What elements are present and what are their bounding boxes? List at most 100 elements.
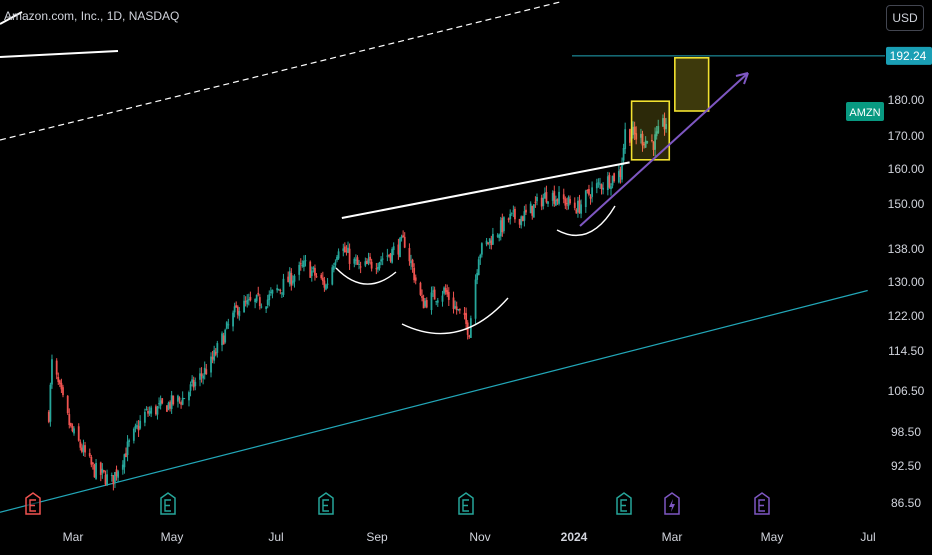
- candle: [92, 461, 94, 470]
- ticker-badge[interactable]: [846, 102, 884, 121]
- candle: [128, 438, 131, 447]
- earnings-marker-icon[interactable]: [160, 492, 176, 515]
- corner-trend-line[interactable]: [0, 11, 23, 25]
- candle: [203, 361, 206, 380]
- candle: [123, 453, 126, 474]
- candle: [136, 420, 138, 430]
- candle: [158, 397, 160, 409]
- candle: [103, 469, 105, 474]
- target-price-badge[interactable]: [886, 46, 932, 65]
- annotations: [335, 56, 749, 335]
- time-axis[interactable]: Mar May Jul Sep Nov 2024 Mar May Jul: [63, 530, 876, 544]
- price-axis[interactable]: 86.50 92.50 98.50 106.50 114.50 122.00 130.00 1…: [846, 0, 932, 550]
- candle: [424, 297, 427, 308]
- candle: [225, 321, 228, 330]
- candle: [69, 422, 72, 428]
- candle: [518, 218, 521, 229]
- candle: [148, 406, 151, 416]
- candle: [599, 177, 601, 189]
- candle: [454, 300, 456, 310]
- candle: [447, 287, 450, 306]
- projection-arrow[interactable]: [579, 72, 749, 227]
- target-price-label: 192.24: [890, 49, 927, 63]
- candle: [88, 448, 91, 458]
- candle: [432, 286, 434, 297]
- candle: [542, 193, 545, 210]
- candle: [258, 294, 261, 310]
- candle: [298, 261, 301, 281]
- channel-lower-line[interactable]: [0, 289, 868, 513]
- candle: [60, 378, 63, 394]
- candle: [304, 254, 307, 267]
- candle: [238, 307, 241, 321]
- earnings-marker-icon[interactable]: [458, 492, 474, 515]
- earnings-marker-icon[interactable]: [754, 492, 770, 515]
- candle: [200, 367, 203, 383]
- candle: [292, 275, 294, 286]
- candle: [452, 291, 455, 314]
- candle: [183, 398, 186, 400]
- candle: [172, 395, 175, 406]
- candle: [269, 287, 272, 296]
- candle: [547, 201, 549, 207]
- candle: [243, 295, 245, 313]
- candle: [150, 405, 153, 418]
- candle: [610, 183, 612, 196]
- candle: [651, 134, 653, 143]
- candle: [388, 254, 390, 258]
- candle: [525, 204, 527, 216]
- candle: [213, 345, 216, 364]
- earnings-marker-icon[interactable]: [318, 492, 334, 515]
- candle: [192, 376, 195, 391]
- candle: [260, 303, 263, 309]
- earnings-marker-icon[interactable]: [25, 492, 41, 515]
- left-shoulder-arc[interactable]: [335, 267, 397, 285]
- candle: [600, 183, 603, 195]
- candle: [320, 272, 323, 280]
- currency-button[interactable]: USD: [886, 5, 924, 31]
- price-tick-label: 92.50: [891, 459, 921, 473]
- right-shoulder-arc[interactable]: [556, 205, 616, 237]
- candle: [115, 465, 118, 481]
- time-tick-label: Jul: [860, 530, 875, 544]
- candle: [578, 194, 581, 214]
- target-range-box[interactable]: [674, 56, 710, 112]
- candle: [104, 470, 107, 486]
- candle: [221, 331, 223, 352]
- candle: [332, 262, 335, 273]
- upper-trend-line[interactable]: [0, 50, 119, 58]
- earnings-marker-icon[interactable]: [616, 492, 632, 515]
- neckline[interactable]: [341, 161, 630, 219]
- candle: [331, 264, 334, 286]
- candle: [588, 184, 590, 197]
- candle: [276, 284, 279, 293]
- candle: [301, 260, 304, 268]
- candle: [288, 267, 291, 287]
- candle: [633, 121, 636, 141]
- candle: [366, 258, 368, 265]
- candle: [531, 205, 534, 220]
- candle: [465, 307, 468, 331]
- candle: [474, 274, 477, 325]
- candle: [532, 204, 535, 218]
- candle: [345, 245, 348, 256]
- split-marker-icon[interactable]: [664, 492, 680, 515]
- candle: [147, 406, 149, 417]
- candle: [485, 237, 488, 247]
- candle: [425, 297, 428, 309]
- head-arc[interactable]: [401, 297, 509, 335]
- candle: [299, 258, 302, 271]
- candle: [430, 286, 433, 315]
- candle: [632, 121, 634, 139]
- candle: [468, 334, 471, 339]
- candle: [643, 142, 645, 149]
- candle: [268, 290, 271, 307]
- candle: [359, 261, 362, 274]
- candle: [408, 243, 411, 266]
- candle: [137, 420, 140, 437]
- channel-upper-dashed-line[interactable]: [0, 1, 561, 141]
- time-tick-label: May: [761, 530, 784, 544]
- candle: [205, 363, 208, 375]
